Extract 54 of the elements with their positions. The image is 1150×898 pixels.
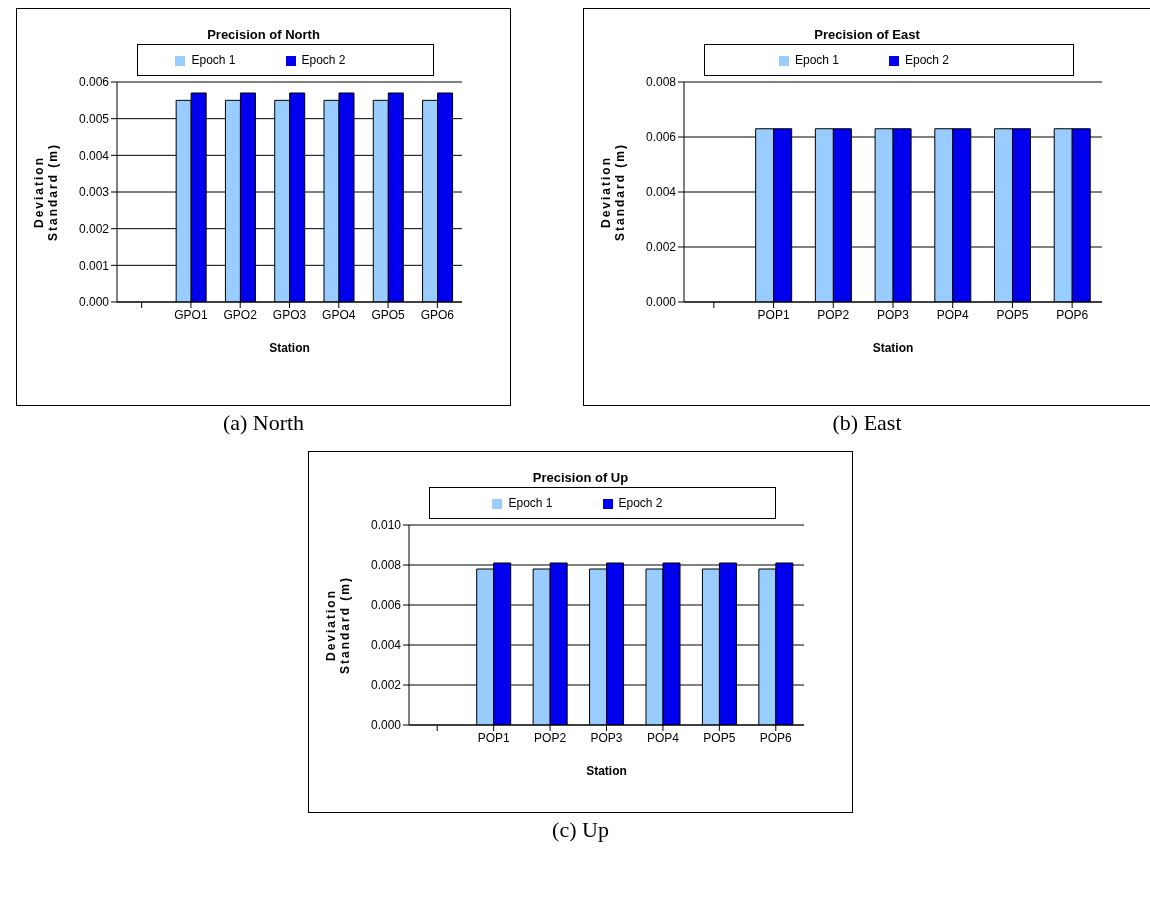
y-tick-label: 0.002 xyxy=(370,678,402,693)
y-tick-label: 0.004 xyxy=(370,638,402,653)
x-tick-label: POP6 xyxy=(759,730,793,745)
legend-label: Epoch 2 xyxy=(618,496,663,510)
x-tick-label: POP4 xyxy=(646,730,680,745)
text: (c) Up xyxy=(551,817,610,843)
y-tick-label: 0.004 xyxy=(78,148,110,163)
y-tick-label: 0.010 xyxy=(370,518,402,533)
y-tick-label: 0.000 xyxy=(645,295,677,310)
y-tick-label: 0.001 xyxy=(78,258,110,273)
x-tick-label: POP4 xyxy=(936,307,970,322)
chart-title: Precision of North xyxy=(206,27,321,42)
legend-label: Epoch 1 xyxy=(794,53,839,67)
x-tick-label: POP6 xyxy=(1056,307,1089,322)
y-axis-title: Deviation Standard (m) xyxy=(324,575,352,675)
text: (a) North xyxy=(221,410,306,436)
x-axis-title: Station xyxy=(586,764,627,778)
x-tick-label: POP5 xyxy=(996,307,1029,322)
y-tick-label: 0.006 xyxy=(370,598,402,613)
x-tick-label: POP1 xyxy=(757,307,790,322)
legend-label: Epoch 1 xyxy=(191,53,236,67)
y-tick-label: 0.008 xyxy=(645,75,677,90)
x-tick-label: POP1 xyxy=(477,730,510,745)
x-tick-label: POP3 xyxy=(590,730,623,745)
y-tick-label: 0.004 xyxy=(645,185,677,200)
x-tick-label: GPO6 xyxy=(420,307,455,322)
y-tick-label: 0.006 xyxy=(645,130,677,145)
y-axis-title: Deviation Standard (m) xyxy=(32,142,60,242)
y-axis-title: Deviation Standard (m) xyxy=(599,142,627,242)
y-tick-label: 0.008 xyxy=(370,558,402,573)
y-tick-label: 0.005 xyxy=(78,111,110,126)
x-tick-label: GPO3 xyxy=(272,307,307,322)
y-tick-label: 0.003 xyxy=(78,185,110,200)
x-axis-title: Station xyxy=(872,341,914,355)
y-tick-label: 0.000 xyxy=(370,718,402,733)
x-tick-label: POP3 xyxy=(876,307,910,322)
legend-label: Epoch 2 xyxy=(301,53,346,67)
y-tick-label: 0.002 xyxy=(78,221,110,236)
y-tick-label: 0.006 xyxy=(78,75,110,90)
chart-title: Precision of Up xyxy=(531,470,630,485)
legend-label: Epoch 2 xyxy=(905,53,950,67)
legend-label: Epoch 1 xyxy=(508,496,553,510)
x-tick-label: POP5 xyxy=(703,730,736,745)
text: (b) East xyxy=(831,410,903,436)
x-axis-title: Station xyxy=(269,341,310,355)
chart-title: Precision of East xyxy=(813,27,921,42)
x-tick-label: POP2 xyxy=(534,730,567,745)
x-tick-label: GPO2 xyxy=(223,307,258,322)
x-tick-label: GPO5 xyxy=(371,307,406,322)
x-tick-label: GPO4 xyxy=(322,307,356,322)
x-tick-label: POP2 xyxy=(817,307,850,322)
y-tick-label: 0.002 xyxy=(645,240,677,255)
x-tick-label: GPO1 xyxy=(174,307,208,322)
y-tick-label: 0.000 xyxy=(78,295,110,310)
